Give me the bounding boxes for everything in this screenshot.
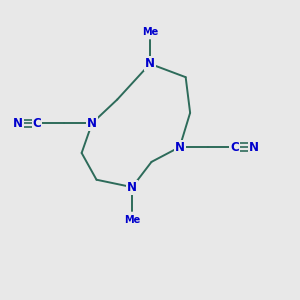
Text: N: N [87, 117, 97, 130]
Text: N: N [127, 181, 137, 194]
Text: N: N [13, 117, 23, 130]
Text: N: N [175, 140, 185, 154]
Text: C: C [230, 140, 239, 154]
Text: N: N [145, 57, 155, 70]
Text: Me: Me [124, 215, 140, 225]
Text: N: N [249, 140, 259, 154]
Text: Me: Me [142, 27, 158, 37]
Text: C: C [33, 117, 41, 130]
